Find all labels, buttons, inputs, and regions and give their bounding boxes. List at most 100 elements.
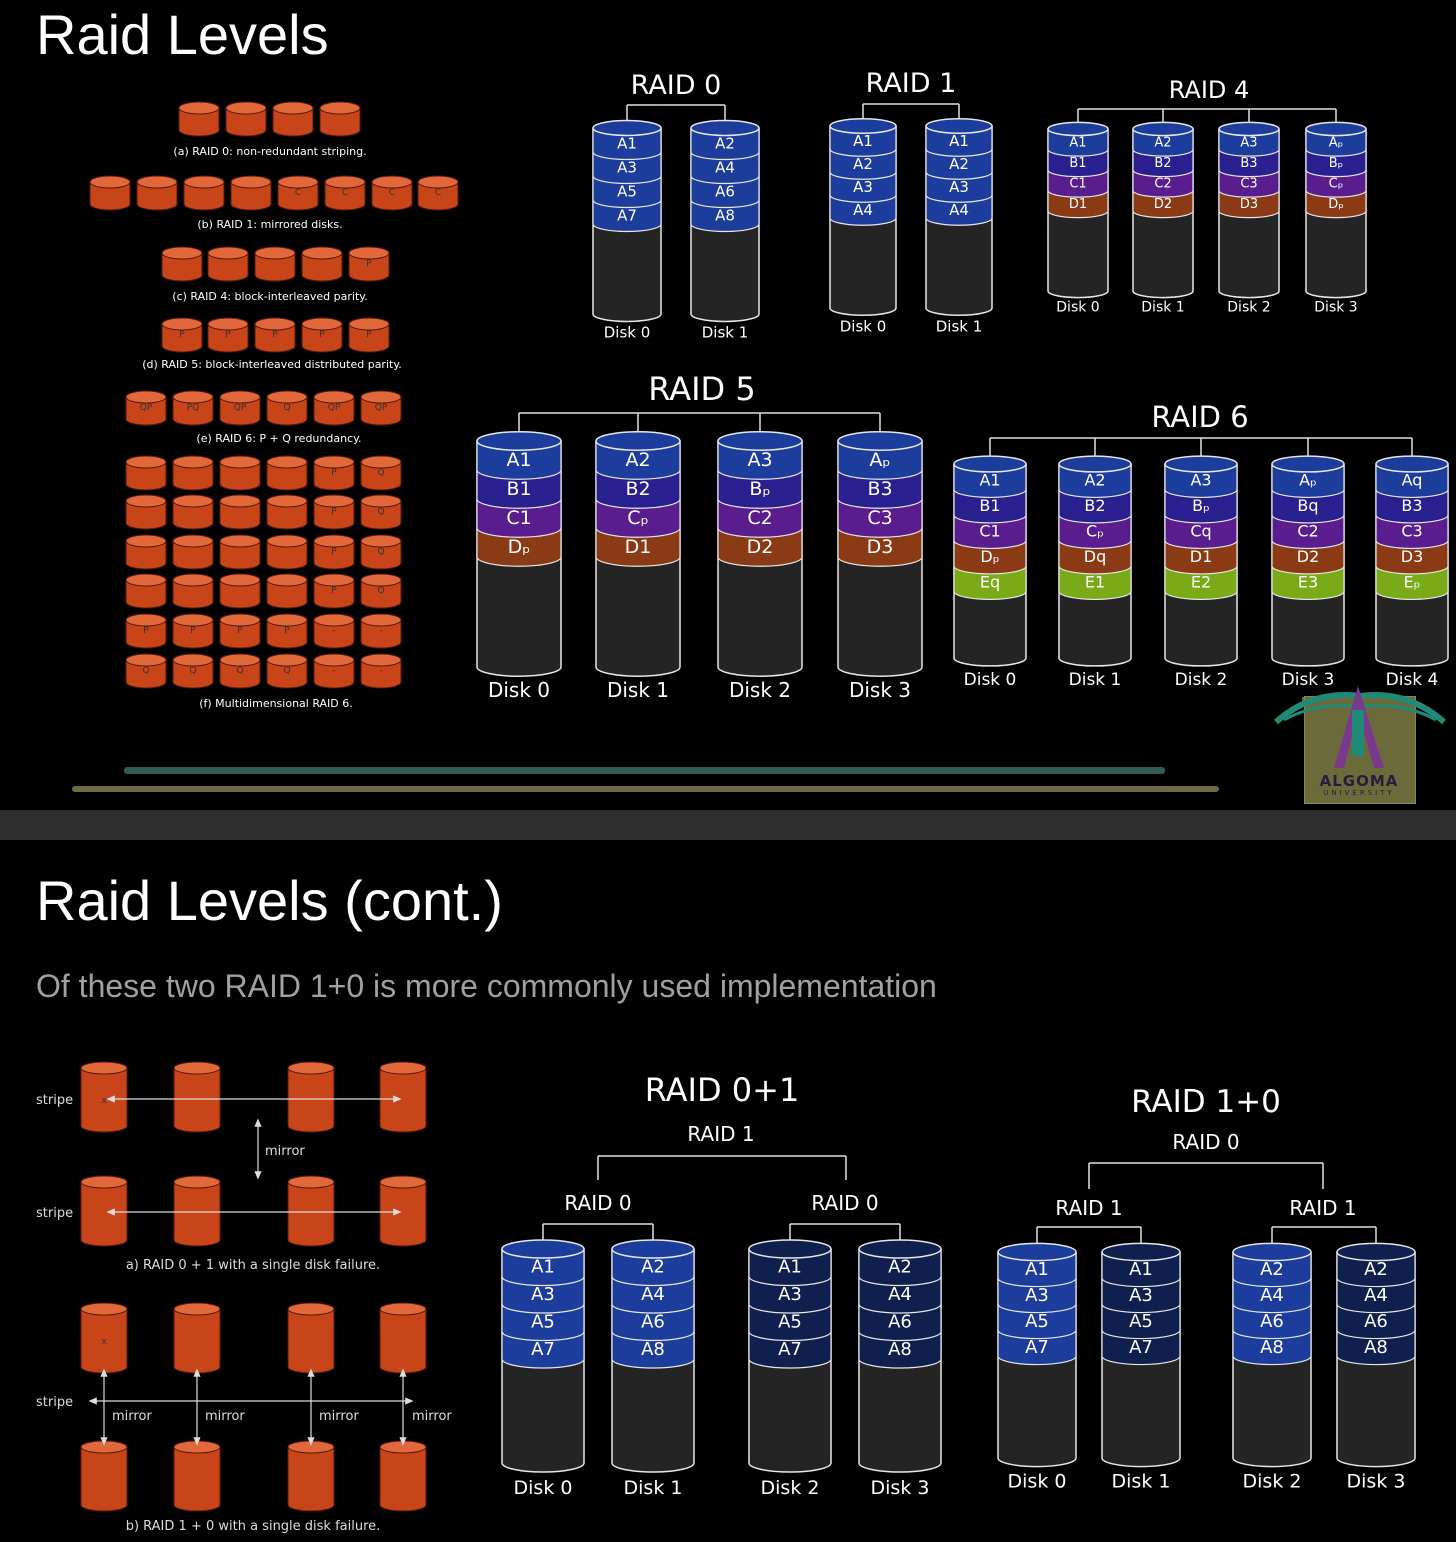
parity-mark: - bbox=[332, 666, 335, 676]
disk-block-label: B1 bbox=[979, 496, 1000, 515]
disk-cylinder-icon bbox=[125, 396, 167, 426]
disk-block-label: A4 bbox=[888, 1284, 912, 1305]
disk-block-label: Aₚ bbox=[869, 449, 890, 471]
disk-cylinder-icon bbox=[360, 396, 402, 426]
cylinder-top bbox=[125, 573, 167, 587]
disk-top bbox=[1375, 455, 1449, 473]
logo-subword: UNIVERSITY bbox=[1323, 789, 1395, 797]
disk-block bbox=[476, 527, 562, 567]
disk-top bbox=[837, 431, 923, 451]
parity-mark: P bbox=[179, 330, 185, 340]
disk-block bbox=[690, 127, 760, 161]
disk-cylinder-icon bbox=[219, 461, 261, 491]
disk-block bbox=[611, 1330, 695, 1369]
disk-block bbox=[1058, 514, 1132, 550]
disk-label: Disk 0 bbox=[604, 323, 651, 341]
disk-block-label: A5 bbox=[1025, 1311, 1049, 1332]
disk-block-label: A1 bbox=[979, 471, 1000, 490]
disk-block-label: A2 bbox=[715, 134, 735, 152]
disk-block bbox=[953, 463, 1027, 499]
disk-cylinder-icon bbox=[172, 461, 214, 491]
disk-block bbox=[476, 469, 562, 509]
raid-title: RAID 0+1 bbox=[645, 1071, 800, 1109]
mirror-label: mirror bbox=[412, 1409, 452, 1424]
disk-cylinder-icon bbox=[219, 579, 261, 609]
disk-block-label: A7 bbox=[617, 206, 637, 224]
figure-caption: (b) RAID 1: mirrored disks. bbox=[197, 218, 342, 231]
disk-block-label: A8 bbox=[888, 1339, 912, 1360]
parity-mark: - bbox=[379, 626, 382, 636]
disk-cylinder-icon bbox=[266, 461, 308, 491]
disk-block bbox=[997, 1277, 1077, 1314]
cylinder-top bbox=[313, 455, 355, 469]
disk-cylinder-icon bbox=[89, 181, 131, 211]
disk-block-label: C3 bbox=[1240, 176, 1257, 191]
disk-block bbox=[858, 1275, 942, 1314]
disk-block bbox=[953, 565, 1027, 601]
disk-block-label: A2 bbox=[1260, 1259, 1284, 1280]
disk-block bbox=[1218, 189, 1280, 219]
disk-cylinder-icon bbox=[287, 1067, 335, 1133]
disk-cylinder-icon bbox=[219, 396, 261, 426]
disk-block bbox=[858, 1330, 942, 1369]
disk-block bbox=[1047, 169, 1109, 198]
figure-caption: (c) RAID 4: block-interleaved parity. bbox=[172, 290, 367, 303]
slide-raid-levels-cont: Raid Levels (cont.) Of these two RAID 1+… bbox=[0, 840, 1456, 1542]
disk-cylinder-icon bbox=[125, 579, 167, 609]
figure-caption: b) RAID 1 + 0 with a single disk failure… bbox=[126, 1519, 381, 1534]
disk-label: Disk 0 bbox=[1008, 1471, 1067, 1493]
parity-mark: P bbox=[284, 626, 290, 636]
disk-block bbox=[690, 199, 760, 233]
raid-sublabel: RAID 0 bbox=[564, 1191, 631, 1215]
disk-label: Disk 2 bbox=[1175, 670, 1228, 690]
raid-sublabel: RAID 1 bbox=[687, 1122, 754, 1146]
disk-block-label: A5 bbox=[1129, 1311, 1153, 1332]
disk-block-label: Cq bbox=[1190, 522, 1211, 541]
disk-label: Disk 0 bbox=[840, 317, 887, 335]
disk-block-label: B3 bbox=[1240, 156, 1257, 171]
parity-mark: P bbox=[366, 259, 372, 269]
disk-cylinder-icon bbox=[219, 659, 261, 689]
disk-cylinder-icon bbox=[125, 659, 167, 689]
disk-cylinder-icon bbox=[125, 540, 167, 570]
disk-block-label: C3 bbox=[1401, 522, 1422, 541]
cylinder-top bbox=[172, 534, 214, 548]
disk-cylinder-icon bbox=[80, 1067, 128, 1133]
parity-mark: PQ bbox=[187, 403, 200, 413]
disk-cylinder-icon bbox=[266, 619, 308, 649]
disk-block-label: A4 bbox=[853, 201, 873, 219]
figure-caption: (e) RAID 6: P + Q redundancy. bbox=[196, 432, 361, 445]
disk-block-label: Cₚ bbox=[1329, 176, 1344, 191]
disk-cylinder-icon bbox=[266, 579, 308, 609]
parity-mark: C bbox=[342, 188, 348, 198]
disk-cylinder-icon bbox=[225, 107, 267, 137]
disk-block bbox=[1336, 1251, 1416, 1288]
parity-mark: Q bbox=[377, 586, 384, 596]
disk-label: Disk 0 bbox=[488, 678, 550, 702]
disk-block-label: A2 bbox=[949, 155, 969, 173]
disk-block-label: A8 bbox=[715, 206, 735, 224]
disk-block bbox=[592, 175, 662, 209]
raid-title: RAID 6 bbox=[1151, 400, 1248, 434]
disk-block bbox=[748, 1275, 832, 1314]
disk-block bbox=[1305, 189, 1367, 219]
cylinder-top bbox=[125, 534, 167, 548]
disk-label: Disk 3 bbox=[849, 678, 911, 702]
cylinder-top bbox=[371, 175, 413, 189]
cylinder-top bbox=[287, 1440, 335, 1454]
disk-cylinder-icon bbox=[125, 619, 167, 649]
parity-mark: C bbox=[389, 188, 395, 198]
disk-block bbox=[1336, 1277, 1416, 1314]
disk-block bbox=[1375, 539, 1449, 575]
disk-cylinder-icon bbox=[80, 1181, 128, 1247]
disk-block bbox=[997, 1303, 1077, 1340]
disk-block bbox=[595, 527, 681, 567]
disk-cylinder-icon bbox=[360, 659, 402, 689]
parity-mark: QP bbox=[140, 403, 153, 413]
parity-mark: Q bbox=[283, 403, 290, 413]
disk-block bbox=[1101, 1277, 1181, 1314]
cylinder-top bbox=[161, 317, 203, 331]
disk-block-label: A4 bbox=[1364, 1285, 1388, 1306]
disk-block bbox=[829, 148, 897, 180]
disk-block bbox=[1101, 1303, 1181, 1340]
